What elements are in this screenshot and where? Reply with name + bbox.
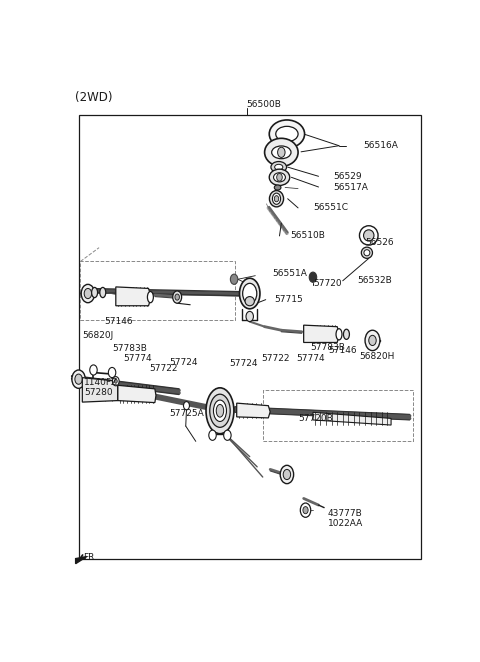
Text: 56551C: 56551C: [313, 203, 348, 213]
Ellipse shape: [361, 247, 372, 258]
Circle shape: [114, 379, 117, 383]
Text: 57146: 57146: [105, 317, 133, 326]
Text: 56500B: 56500B: [246, 101, 281, 109]
Circle shape: [72, 370, 85, 389]
Ellipse shape: [360, 226, 378, 245]
Ellipse shape: [277, 147, 285, 158]
Text: (2WD): (2WD): [75, 91, 112, 104]
Ellipse shape: [344, 329, 349, 340]
Text: 57715: 57715: [274, 295, 303, 304]
Text: 1140FZ: 1140FZ: [84, 378, 118, 387]
Circle shape: [283, 469, 290, 479]
Text: 56551A: 56551A: [272, 269, 307, 277]
Text: 56820H: 56820H: [360, 352, 395, 361]
Ellipse shape: [364, 250, 370, 256]
Text: 57774: 57774: [296, 354, 325, 363]
Ellipse shape: [336, 329, 342, 340]
Ellipse shape: [214, 400, 227, 422]
Ellipse shape: [274, 173, 286, 182]
Circle shape: [224, 430, 231, 440]
Text: 56820J: 56820J: [83, 332, 114, 340]
Circle shape: [108, 367, 116, 377]
Bar: [79, 115, 421, 559]
Circle shape: [209, 430, 216, 440]
Text: 57720B: 57720B: [298, 414, 333, 423]
Circle shape: [112, 377, 119, 386]
Ellipse shape: [363, 230, 374, 241]
Bar: [81, 261, 235, 320]
Text: 57783B: 57783B: [112, 344, 147, 353]
Circle shape: [300, 503, 311, 517]
Ellipse shape: [210, 394, 230, 428]
Ellipse shape: [206, 388, 234, 434]
Circle shape: [81, 285, 95, 303]
Text: 57724: 57724: [229, 359, 258, 368]
Circle shape: [84, 289, 92, 299]
Text: 56517A: 56517A: [334, 183, 368, 192]
Polygon shape: [116, 287, 151, 306]
Text: 57722: 57722: [261, 354, 289, 363]
Circle shape: [230, 274, 238, 285]
Ellipse shape: [100, 287, 106, 298]
Bar: [263, 391, 413, 442]
Ellipse shape: [243, 283, 257, 304]
Polygon shape: [304, 325, 340, 342]
Ellipse shape: [92, 287, 97, 298]
Ellipse shape: [269, 169, 290, 185]
Ellipse shape: [276, 126, 298, 142]
Ellipse shape: [269, 191, 284, 207]
Text: 56529: 56529: [334, 172, 362, 181]
Ellipse shape: [245, 297, 254, 306]
Ellipse shape: [274, 196, 279, 202]
Text: 57146: 57146: [328, 346, 357, 355]
Text: 57722: 57722: [149, 364, 178, 373]
Text: 56526: 56526: [365, 238, 394, 247]
Ellipse shape: [271, 162, 287, 173]
Polygon shape: [76, 557, 87, 564]
Circle shape: [303, 506, 308, 514]
Polygon shape: [237, 403, 270, 418]
Circle shape: [75, 374, 83, 384]
Polygon shape: [313, 412, 391, 425]
Ellipse shape: [276, 173, 282, 181]
Circle shape: [173, 291, 181, 303]
Circle shape: [246, 311, 253, 322]
Ellipse shape: [273, 193, 281, 205]
Ellipse shape: [269, 120, 305, 148]
Text: 57783B: 57783B: [310, 342, 345, 352]
Circle shape: [309, 272, 317, 282]
Text: 43777B: 43777B: [328, 509, 362, 518]
Ellipse shape: [275, 164, 283, 170]
Polygon shape: [83, 377, 118, 402]
Ellipse shape: [272, 146, 291, 159]
Circle shape: [365, 330, 380, 351]
Ellipse shape: [274, 185, 281, 190]
Circle shape: [175, 294, 180, 300]
Ellipse shape: [264, 138, 298, 166]
Text: 57720: 57720: [313, 279, 342, 288]
Text: 57725A: 57725A: [170, 409, 204, 418]
Text: FR.: FR.: [83, 553, 97, 562]
Text: 56516A: 56516A: [363, 141, 398, 150]
Text: 1022AA: 1022AA: [328, 520, 363, 528]
Text: 56510B: 56510B: [290, 232, 325, 240]
Text: 57724: 57724: [170, 358, 198, 367]
Circle shape: [280, 465, 294, 484]
Text: 57774: 57774: [123, 354, 152, 363]
Text: 56532B: 56532B: [358, 276, 392, 285]
Ellipse shape: [147, 291, 154, 303]
Circle shape: [90, 365, 97, 375]
Ellipse shape: [240, 278, 260, 308]
Circle shape: [183, 402, 190, 410]
Polygon shape: [118, 385, 156, 402]
Ellipse shape: [216, 404, 224, 417]
Text: 57280: 57280: [84, 389, 113, 397]
Circle shape: [369, 336, 376, 346]
